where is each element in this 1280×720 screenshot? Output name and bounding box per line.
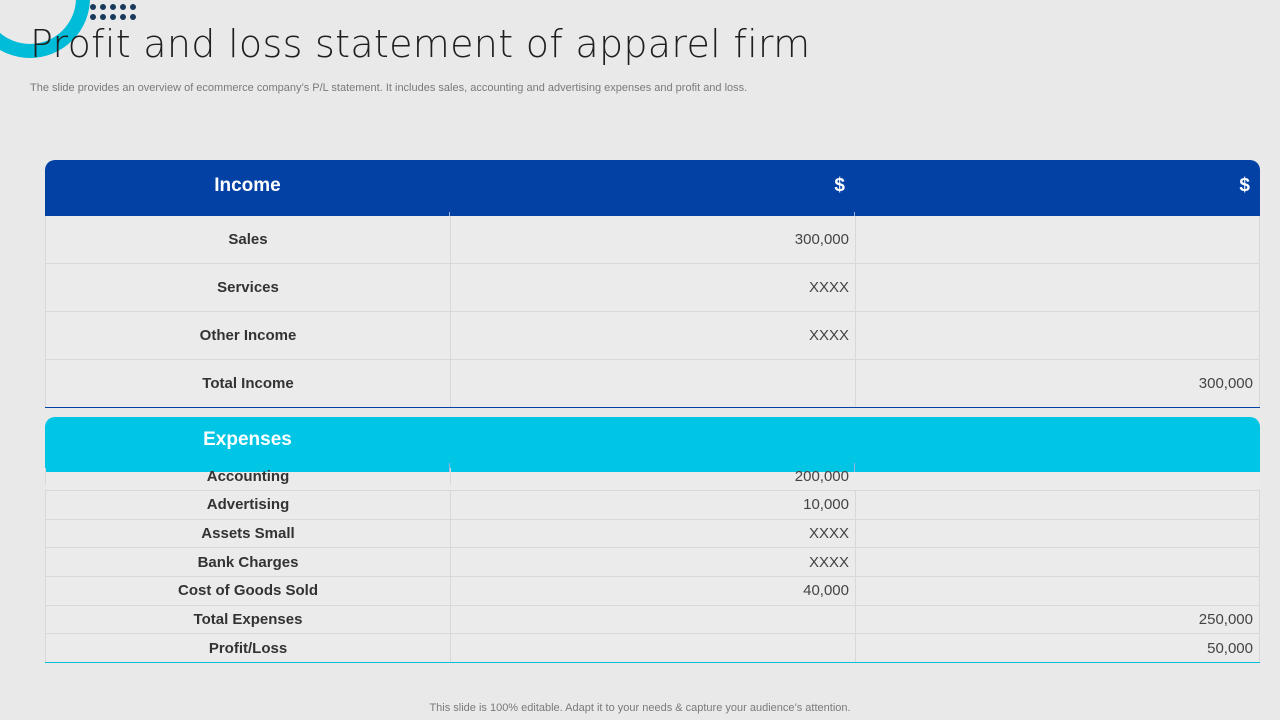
row-total: 300,000 (855, 360, 1260, 407)
page-title: Profit and loss statement of apparel fir… (30, 22, 811, 66)
row-total (855, 548, 1260, 577)
row-total (855, 491, 1260, 519)
row-label: Other Income (45, 312, 450, 359)
row-label: Bank Charges (45, 548, 450, 577)
footer-note: This slide is 100% editable. Adapt it to… (429, 702, 851, 714)
row-total (855, 264, 1260, 311)
row-label: Advertising (45, 491, 450, 519)
table-row: Other Income XXXX (45, 312, 1260, 360)
income-header-currency-2: $ (1239, 175, 1250, 196)
expenses-header-strip (45, 463, 1260, 472)
row-label: Sales (45, 216, 450, 263)
table-row: Bank Charges XXXX (45, 548, 1260, 578)
table-row: Profit/Loss 50,000 (45, 634, 1260, 664)
row-value: 300,000 (450, 216, 855, 263)
row-value: 40,000 (450, 577, 855, 605)
expenses-header-label: Expenses (203, 429, 292, 450)
table-row: Services XXXX (45, 264, 1260, 312)
row-label: Profit/Loss (45, 634, 450, 663)
table-row: Accounting 200,000 (45, 468, 1260, 491)
row-value: 10,000 (450, 491, 855, 519)
page-subtitle: The slide provides an overview of ecomme… (30, 82, 748, 94)
row-label: Assets Small (45, 519, 450, 548)
income-header: Income $ $ (45, 160, 1260, 212)
table-row: Cost of Goods Sold 40,000 (45, 577, 1260, 606)
table-row: Advertising 10,000 (45, 491, 1260, 520)
row-value: XXXX (450, 264, 855, 311)
row-label: Services (45, 264, 450, 311)
decorative-dots (90, 4, 136, 20)
row-value (450, 634, 855, 663)
expenses-header: Expenses (45, 417, 1260, 463)
row-label: Cost of Goods Sold (45, 577, 450, 605)
row-total (855, 312, 1260, 359)
row-label: Accounting (45, 468, 450, 485)
row-total (855, 577, 1260, 605)
row-total: 250,000 (855, 605, 1260, 634)
row-value: XXXX (450, 312, 855, 359)
row-total (855, 519, 1260, 548)
income-table: Income $ $ Sales 300,000 Services XXXX O… (45, 160, 1260, 408)
income-header-currency-1: $ (834, 175, 845, 196)
row-value (450, 360, 855, 407)
income-header-strip (45, 212, 1260, 216)
row-total: 50,000 (855, 634, 1260, 663)
row-value: XXXX (450, 519, 855, 548)
table-row: Assets Small XXXX (45, 519, 1260, 549)
row-value: 200,000 (450, 468, 855, 485)
table-row: Total Income 300,000 (45, 360, 1260, 408)
row-label: Total Income (45, 360, 450, 407)
table-row: Total Expenses 250,000 (45, 605, 1260, 635)
row-total (855, 216, 1260, 263)
expenses-table: Expenses Accounting 200,000 Advertising … (45, 417, 1260, 664)
income-header-label: Income (214, 175, 281, 196)
row-label: Total Expenses (45, 605, 450, 634)
table-row: Sales 300,000 (45, 216, 1260, 264)
row-value (450, 605, 855, 634)
row-value: XXXX (450, 548, 855, 577)
